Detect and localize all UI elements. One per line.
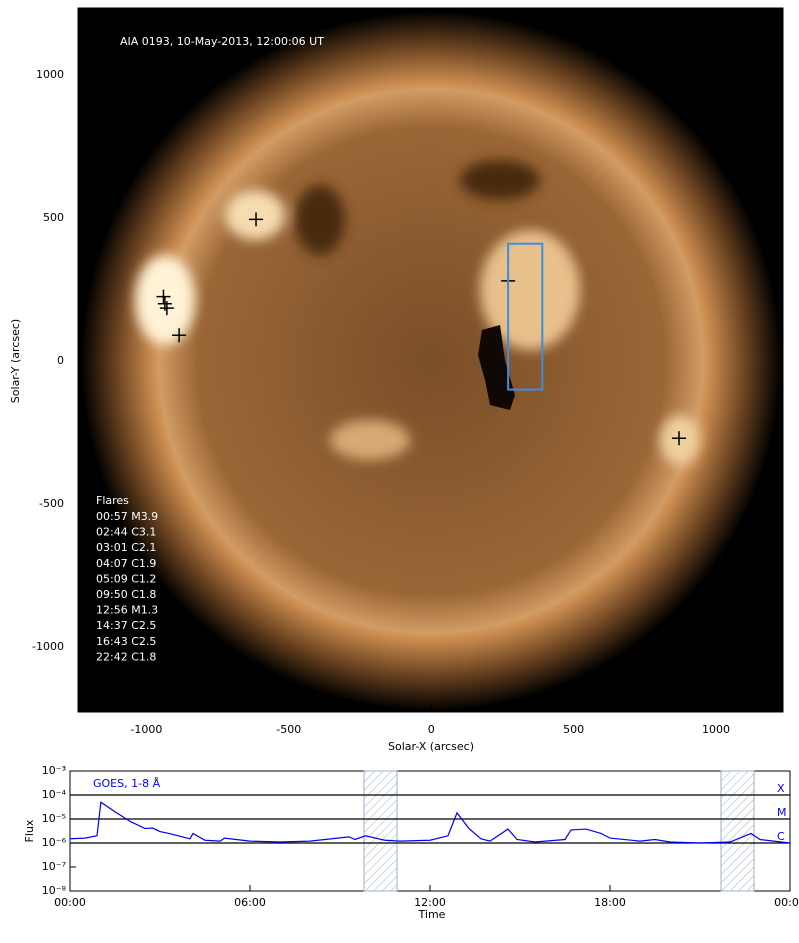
class-label: C — [777, 830, 785, 843]
shaded-interval — [720, 770, 755, 892]
solar-image — [78, 8, 783, 712]
y-axis-label: Solar-Y (arcsec) — [9, 319, 22, 403]
y-tick-label: 1000 — [36, 68, 64, 81]
flare-entry: 12:56 M1.3 — [96, 604, 158, 617]
flare-entry: 22:42 C1.8 — [96, 650, 156, 663]
x-tick-label: 12:00 — [414, 896, 446, 909]
y-axis-label: Flux — [23, 819, 36, 842]
y-tick-label: 0 — [57, 354, 64, 367]
y-tick-label: 10⁻⁴ — [42, 788, 67, 801]
x-axis-label: Solar-X (arcsec) — [388, 740, 474, 753]
y-tick-label: 500 — [43, 211, 64, 224]
x-tick-label: 500 — [563, 723, 584, 736]
y-tick-label: -500 — [39, 497, 64, 510]
shaded-interval — [363, 770, 398, 892]
flux-line — [69, 801, 791, 844]
class-label: M — [777, 806, 787, 819]
y-tick-label: 10⁻⁸ — [42, 884, 67, 897]
y-tick-label: -1000 — [32, 640, 64, 653]
flares-heading: Flares — [96, 494, 129, 507]
x-tick-label: -500 — [276, 723, 301, 736]
flare-entry: 00:57 M3.9 — [96, 510, 158, 523]
flare-entry: 03:01 C2.1 — [96, 541, 156, 554]
x-tick-label: -1000 — [130, 723, 162, 736]
x-tick-label: 00:00 — [774, 896, 799, 909]
flare-marker — [249, 212, 264, 227]
x-tick-label: 00:00 — [54, 896, 86, 909]
image-title: AIA 0193, 10-May-2013, 12:00:06 UT — [120, 35, 324, 48]
flare-entry: 09:50 C1.8 — [96, 588, 156, 601]
y-tick-label: 10⁻⁷ — [42, 860, 66, 873]
x-axis-label: Time — [418, 908, 446, 921]
class-label: X — [777, 782, 785, 795]
x-tick-label: 1000 — [702, 723, 730, 736]
flare-marker — [156, 289, 171, 304]
flare-marker — [672, 431, 687, 446]
x-tick-label: 06:00 — [234, 896, 266, 909]
region-box — [507, 242, 544, 391]
y-tick-label: 10⁻³ — [42, 764, 66, 777]
flare-entry: 02:44 C3.1 — [96, 526, 156, 539]
image-frame — [77, 7, 784, 713]
goes-frame — [69, 770, 791, 892]
x-tick-label: 0 — [428, 723, 435, 736]
x-tick-label: 18:00 — [594, 896, 626, 909]
flare-marker — [172, 328, 187, 343]
flare-entry: 04:07 C1.9 — [96, 557, 156, 570]
flare-entry: 05:09 C1.2 — [96, 572, 156, 585]
flare-marker — [159, 301, 174, 316]
legend-label: GOES, 1-8 Å — [93, 777, 161, 790]
y-tick-label: 10⁻⁶ — [42, 836, 67, 849]
flare-entry: 16:43 C2.5 — [96, 635, 156, 648]
flare-entry: 14:37 C2.5 — [96, 619, 156, 632]
y-tick-label: 10⁻⁵ — [42, 812, 66, 825]
